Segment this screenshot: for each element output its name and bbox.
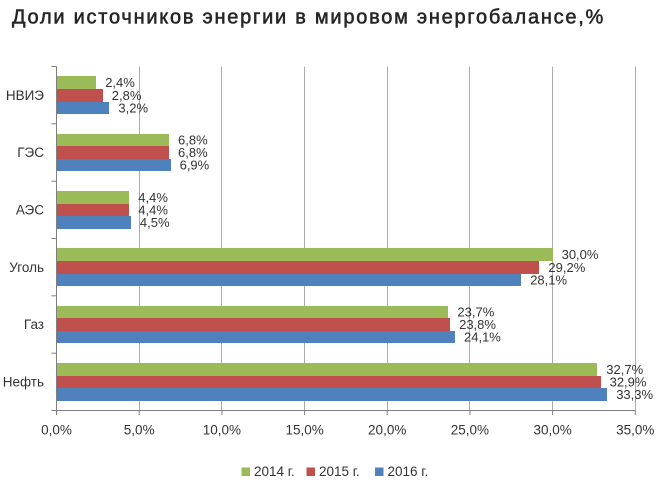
svg-text:Уголь: Уголь <box>9 260 44 275</box>
svg-text:25,0%: 25,0% <box>451 423 489 438</box>
svg-text:24,1%: 24,1% <box>464 330 501 345</box>
svg-text:Газ: Газ <box>24 317 44 332</box>
svg-text:33,3%: 33,3% <box>616 387 653 402</box>
svg-text:6,8%: 6,8% <box>178 133 208 148</box>
svg-text:6,9%: 6,9% <box>180 158 210 173</box>
svg-text:23,7%: 23,7% <box>457 305 494 320</box>
svg-text:2,4%: 2,4% <box>105 75 135 90</box>
svg-text:2,8%: 2,8% <box>112 88 142 103</box>
svg-text:4,5%: 4,5% <box>140 215 170 230</box>
svg-text:2014 г.: 2014 г. <box>254 464 295 479</box>
svg-text:0,0%: 0,0% <box>41 423 72 438</box>
svg-text:30,0%: 30,0% <box>562 247 599 262</box>
svg-text:2015 г.: 2015 г. <box>319 464 360 479</box>
svg-text:29,2%: 29,2% <box>548 260 585 275</box>
svg-text:23,8%: 23,8% <box>459 317 496 332</box>
svg-text:10,0%: 10,0% <box>203 423 241 438</box>
svg-text:20,0%: 20,0% <box>368 423 406 438</box>
svg-text:НВИЭ: НВИЭ <box>6 88 44 103</box>
svg-text:35,0%: 35,0% <box>616 423 654 438</box>
svg-text:28,1%: 28,1% <box>530 273 567 288</box>
svg-text:15,0%: 15,0% <box>285 423 323 438</box>
svg-text:ГЭС: ГЭС <box>17 145 44 160</box>
svg-text:32,9%: 32,9% <box>610 375 647 390</box>
svg-text:2016 г.: 2016 г. <box>388 464 429 479</box>
svg-text:32,7%: 32,7% <box>606 362 643 377</box>
svg-text:5,0%: 5,0% <box>124 423 155 438</box>
svg-text:30,0%: 30,0% <box>533 423 571 438</box>
svg-text:Нефть: Нефть <box>3 374 44 389</box>
svg-text:АЭС: АЭС <box>16 202 44 217</box>
svg-text:6,8%: 6,8% <box>178 145 208 160</box>
svg-text:3,2%: 3,2% <box>118 101 148 116</box>
svg-text:Доли источников энергии в миро: Доли источников энергии в мировом энерго… <box>12 7 605 29</box>
svg-text:4,4%: 4,4% <box>138 190 168 205</box>
svg-text:4,4%: 4,4% <box>138 203 168 218</box>
